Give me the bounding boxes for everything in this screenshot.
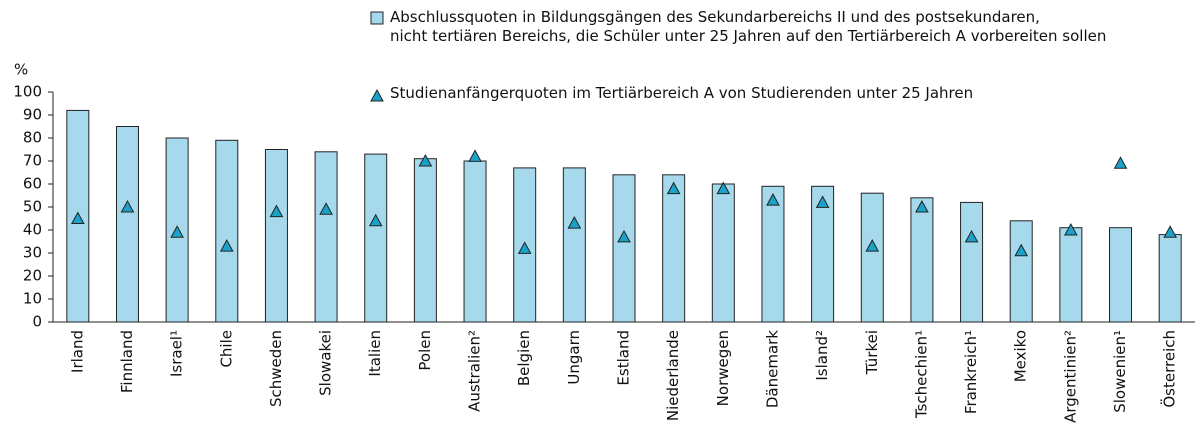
legend-label: Abschlussquoten in Bildungsgängen des Se…: [390, 8, 1107, 45]
marker: [1064, 222, 1078, 236]
marker: [120, 199, 135, 213]
bar: [1059, 227, 1083, 323]
x-tick-label: Italien: [366, 330, 384, 377]
x-tick-label: Dänemark: [763, 330, 781, 408]
x-tick-label: Slowakei: [317, 330, 335, 396]
y-tick-label: 30: [23, 244, 42, 262]
y-tick-label: 80: [23, 129, 42, 147]
marker: [368, 213, 383, 227]
legend-label: Studienanfängerquoten im Tertiärbereich …: [390, 84, 974, 102]
marker: [418, 153, 433, 167]
y-axis-label: %: [14, 61, 28, 79]
bar: [463, 160, 487, 323]
marker: [766, 193, 780, 206]
x-tick-label: Mexiko: [1012, 330, 1030, 382]
marker: [1014, 243, 1029, 257]
marker: [964, 229, 979, 243]
x-tick-label: Schweden: [267, 330, 285, 407]
bar: [910, 197, 934, 323]
bar: [612, 174, 636, 323]
marker: [617, 229, 631, 243]
marker: [70, 211, 85, 224]
marker: [1163, 225, 1178, 238]
x-tick-label: Chile: [217, 330, 235, 368]
y-tick-label: 40: [23, 221, 42, 239]
marker: [517, 241, 532, 254]
y-tick-label: 20: [23, 267, 42, 285]
marker: [815, 195, 830, 208]
x-tick-label: Polen: [416, 330, 434, 371]
bar: [413, 158, 437, 323]
y-tick-label: 50: [23, 198, 42, 216]
bar: [711, 183, 735, 323]
legend-swatch: [370, 11, 384, 25]
x-tick-label: Slowenien¹: [1111, 330, 1129, 413]
x-tick-label: Estland: [615, 330, 633, 386]
bar: [1009, 220, 1033, 323]
x-tick-label: Australien²: [466, 330, 484, 412]
bar: [761, 185, 785, 323]
marker: [567, 216, 582, 229]
bar: [562, 167, 586, 323]
y-tick-label: 60: [23, 175, 42, 193]
marker: [1113, 156, 1128, 169]
x-tick-label: Argentinien²: [1061, 330, 1079, 423]
marker: [269, 204, 284, 218]
x-tick-label: Israel¹: [168, 330, 186, 377]
bar: [811, 185, 835, 323]
y-tick-label: 0: [32, 313, 42, 331]
x-tick-label: Belgien: [515, 330, 533, 386]
marker: [716, 181, 731, 195]
bar: [314, 151, 338, 323]
bar: [860, 192, 884, 323]
x-tick-label: Niederlande: [664, 330, 682, 421]
y-tick-label: 70: [23, 152, 42, 170]
bar: [1158, 234, 1182, 323]
bar: [960, 201, 984, 323]
bar: [364, 153, 388, 323]
x-tick-label: Island²: [813, 330, 831, 381]
x-tick-label: Frankreich¹: [962, 330, 980, 414]
bar: [1109, 227, 1133, 323]
marker: [865, 239, 880, 252]
marker: [468, 149, 482, 162]
marker: [915, 199, 929, 213]
marker: [666, 181, 681, 195]
x-tick-label: Ungarn: [565, 330, 583, 385]
bar: [662, 174, 686, 323]
legend-swatch: [370, 88, 384, 102]
y-tick-label: 100: [13, 83, 42, 101]
marker: [170, 225, 184, 238]
x-tick-label: Irland: [68, 330, 86, 373]
marker: [319, 202, 333, 215]
y-tick-label: 10: [23, 290, 42, 308]
y-tick-label: 90: [23, 106, 42, 124]
bar: [215, 139, 239, 323]
bar: [264, 149, 288, 323]
marker: [219, 239, 234, 252]
x-tick-label: Tschechien¹: [912, 330, 930, 419]
x-tick-label: Türkei: [863, 330, 881, 375]
x-tick-label: Finnland: [118, 330, 136, 393]
bar: [115, 126, 139, 323]
x-tick-label: Norwegen: [714, 330, 732, 406]
x-tick-label: Österreich: [1160, 330, 1179, 408]
